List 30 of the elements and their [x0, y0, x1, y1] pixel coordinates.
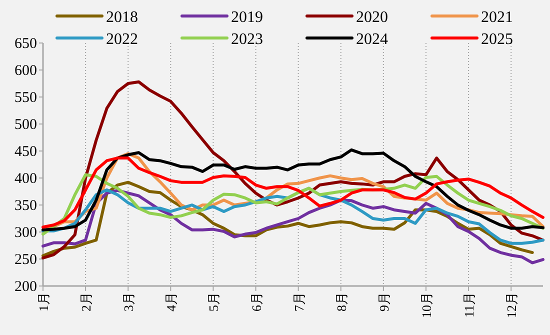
y-tick-label: 650	[14, 36, 37, 52]
y-tick-label: 550	[14, 90, 37, 106]
x-tick-label: 4月	[164, 292, 179, 312]
y-tick-label: 200	[14, 279, 37, 295]
legend-label: 2023	[231, 31, 263, 48]
x-tick-label: 3月	[121, 292, 136, 312]
y-tick-label: 300	[14, 225, 37, 241]
y-tick-label: 450	[14, 144, 37, 160]
x-tick-label: 10月	[418, 292, 434, 318]
y-tick-label: 600	[14, 63, 37, 79]
legend-label: 2022	[106, 31, 138, 48]
y-tick-label: 250	[14, 252, 37, 268]
y-tick-label: 500	[14, 117, 37, 133]
y-tick-label: 400	[14, 171, 37, 187]
legend-label: 2024	[356, 31, 388, 48]
legend-label: 2025	[481, 31, 513, 48]
legend-label: 2020	[356, 9, 388, 26]
legend-label: 2018	[106, 9, 138, 26]
x-tick-label: 5月	[206, 292, 222, 312]
y-tick-label: 350	[14, 198, 37, 214]
x-tick-label: 11月	[462, 292, 477, 318]
legend-label: 2021	[481, 9, 513, 26]
x-tick-label: 1月	[36, 292, 51, 312]
x-tick-label: 6月	[248, 292, 264, 312]
x-tick-label: 2月	[78, 292, 94, 312]
x-tick-label: 12月	[504, 292, 520, 318]
legend-label: 2019	[231, 9, 263, 26]
x-tick-label: 9月	[376, 292, 392, 312]
x-tick-label: 8月	[334, 292, 349, 312]
x-tick-label: 7月	[291, 292, 306, 312]
